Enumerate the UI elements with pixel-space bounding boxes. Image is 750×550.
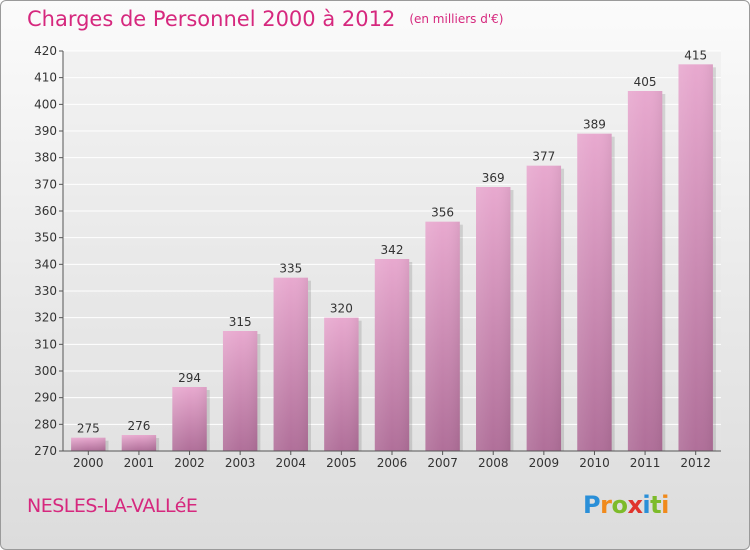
bar-sheen: [71, 437, 106, 451]
y-tick-label: 350: [34, 231, 57, 245]
data-label: 276: [127, 419, 150, 433]
x-tick-label: 2001: [124, 456, 155, 470]
bar-sheen: [374, 259, 410, 451]
x-tick-label: 2011: [630, 456, 661, 470]
data-label: 415: [684, 48, 707, 62]
x-tick-label: 2002: [174, 456, 205, 470]
y-tick-label: 370: [34, 177, 57, 191]
x-tick-label: 2000: [73, 456, 104, 470]
x-tick-label: 2007: [427, 456, 458, 470]
data-label: 315: [229, 315, 252, 329]
bar-sheen: [476, 187, 511, 451]
y-tick-label: 400: [34, 97, 57, 111]
y-tick-label: 380: [34, 151, 57, 165]
bars: 275 276 294 315 335 320 342 356 369 377 389 405 415: [71, 48, 716, 452]
y-tick-label: 320: [34, 311, 57, 325]
x-tick-label: 2004: [275, 456, 306, 470]
chart-subtitle: (en milliers d'€): [409, 12, 504, 26]
city-name: NESLES-LA-VALLéE: [27, 495, 198, 517]
data-label: 294: [178, 371, 201, 385]
y-tick-label: 280: [34, 417, 57, 431]
bar-sheen: [425, 221, 460, 451]
y-tick-label: 340: [34, 257, 57, 271]
title-text: Charges de Personnel 2000 à 2012: [27, 7, 396, 31]
x-tick-label: 2003: [225, 456, 256, 470]
y-tick-label: 330: [34, 284, 57, 298]
logo-letter: o: [611, 491, 628, 519]
data-label: 342: [381, 243, 404, 257]
y-tick-label: 390: [34, 124, 57, 138]
bar-sheen: [222, 331, 258, 451]
y-tick-label: 290: [34, 391, 57, 405]
bar-sheen: [678, 64, 713, 452]
data-label: 369: [482, 171, 505, 185]
bar-sheen: [526, 165, 562, 451]
data-label: 377: [532, 150, 555, 164]
y-tick-label: 270: [34, 444, 57, 458]
data-label: 335: [279, 262, 302, 276]
x-tick-label: 2012: [680, 456, 711, 470]
axes: 270 280 290 300 310 320 330 340 350 360 370 380 390 4…: [34, 44, 721, 470]
x-tick-label: 2009: [529, 456, 560, 470]
logo-letter: r: [600, 491, 612, 519]
logo-letter: P: [583, 491, 601, 519]
data-label: 356: [431, 206, 454, 220]
bar-sheen: [172, 387, 207, 451]
y-tick-label: 300: [34, 364, 57, 378]
y-tick-label: 420: [34, 44, 57, 58]
bar-sheen: [324, 317, 359, 451]
x-tick-label: 2008: [478, 456, 509, 470]
chart-title: Charges de Personnel 2000 à 2012 (en mill…: [27, 7, 503, 31]
logo-letter: t: [650, 491, 662, 519]
y-tick-label: 360: [34, 204, 57, 218]
logo-letter: i: [661, 491, 669, 519]
logo-letter: i: [642, 491, 651, 519]
bar-sheen: [577, 133, 612, 451]
data-label: 389: [583, 118, 606, 132]
data-label: 320: [330, 302, 353, 316]
bar-sheen: [627, 91, 663, 451]
logo-letter: x: [627, 491, 643, 519]
bar-sheen: [273, 277, 308, 451]
data-label: 275: [77, 422, 100, 436]
y-tick-label: 410: [34, 71, 57, 85]
y-tick-label: 310: [34, 337, 57, 351]
data-label: 405: [634, 75, 657, 89]
proxiti-logo[interactable]: Proxiti: [583, 491, 669, 519]
bar-sheen: [121, 435, 157, 451]
x-tick-label: 2010: [579, 456, 610, 470]
x-tick-label: 2005: [326, 456, 357, 470]
x-tick-label: 2006: [377, 456, 408, 470]
